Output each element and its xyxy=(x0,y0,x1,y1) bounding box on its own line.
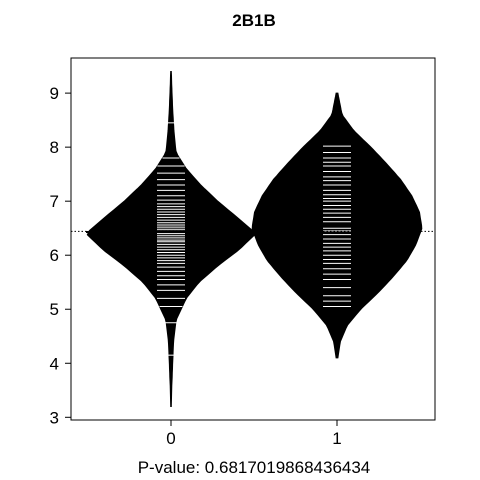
bean-shape-0 xyxy=(86,71,256,407)
y-tick-label-5: 5 xyxy=(50,300,59,319)
plot-frame xyxy=(70,57,436,421)
y-tick-label-9: 9 xyxy=(50,84,59,103)
chart-title: 2B1B xyxy=(232,11,275,30)
y-tick-label-3: 3 xyxy=(50,408,59,427)
y-tick-label-6: 6 xyxy=(50,246,59,265)
bean-group-0 xyxy=(86,71,256,407)
y-tick-label-8: 8 xyxy=(50,138,59,157)
y-axis: 3 4 5 6 7 8 9 xyxy=(50,84,71,427)
y-tick-label-4: 4 xyxy=(50,354,59,373)
y-tick-label-7: 7 xyxy=(50,192,59,211)
x-tick-label-1: 1 xyxy=(332,429,341,448)
x-tick-label-0: 0 xyxy=(166,429,175,448)
x-axis-label: P-value: 0.6817019868436434 xyxy=(138,458,371,477)
bean-group-1 xyxy=(251,92,423,359)
beans-layer xyxy=(86,71,423,407)
